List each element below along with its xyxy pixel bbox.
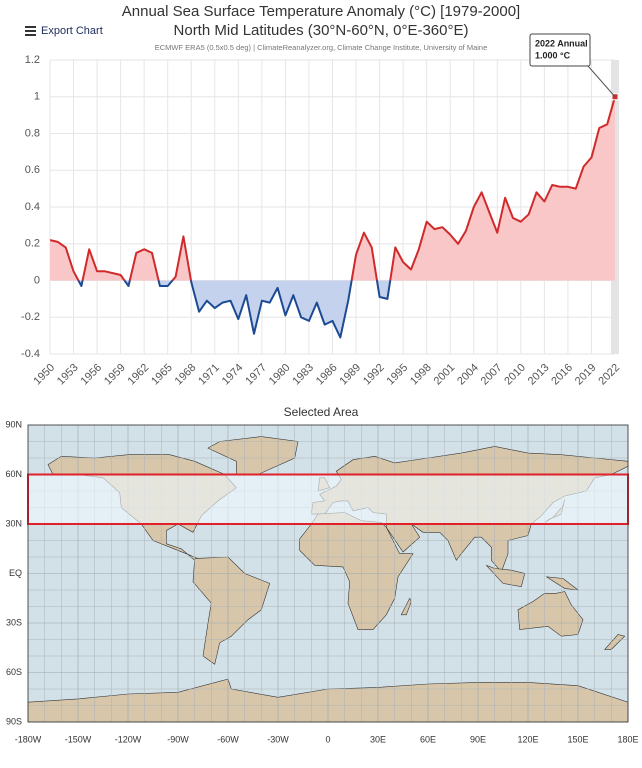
x-tick-label: 1950 (31, 362, 57, 388)
map-x-tick-label: -120W (115, 734, 142, 744)
area-negative (50, 280, 615, 338)
line-positive (50, 96, 616, 281)
y-tick-label: -0.4 (21, 348, 40, 360)
map-frame (27, 424, 629, 723)
x-tick-label: 1956 (78, 362, 104, 388)
y-tick-label: 0 (34, 274, 40, 286)
chart-source: ECMWF ERA5 (0.5x0.5 deg) | ClimateReanal… (155, 43, 488, 52)
y-tick-label: 0.8 (25, 127, 40, 139)
export-button[interactable]: Export Chart (25, 25, 103, 37)
x-tick-label: 1977 (243, 362, 269, 388)
y-tick-label: 0.2 (25, 238, 40, 250)
x-tick-label: 2022 (596, 362, 622, 388)
map-x-tick-label: 180E (617, 734, 638, 744)
x-tick-label: 1965 (149, 362, 175, 388)
y-tick-label: 1.2 (25, 54, 40, 66)
x-tick-label: 1959 (102, 362, 128, 388)
map-x-tick-label: 30E (370, 734, 386, 744)
map-y-tick-label: 90N (5, 419, 22, 429)
x-tick-label: 2019 (573, 362, 599, 388)
map-x-tick-label: 150E (567, 734, 588, 744)
tooltip-title: 2022 Annual (535, 38, 588, 48)
x-tick-label: 1974 (220, 362, 246, 388)
x-tick-label: 2004 (455, 362, 481, 388)
x-tick-label: 1986 (314, 362, 340, 388)
area-positive (50, 96, 615, 281)
x-tick-label: 1992 (361, 362, 387, 388)
x-tick-label: 2016 (549, 362, 575, 388)
map-x-tick-label: 120E (517, 734, 538, 744)
tooltip-pointer (587, 65, 616, 98)
x-tick-label: 2013 (526, 362, 552, 388)
map-y-tick-label: 60S (6, 667, 22, 677)
map-x-tick-label: 0 (325, 734, 330, 744)
x-tick-label: 1953 (55, 362, 81, 388)
menu-icon (25, 34, 36, 36)
x-tick-label: 1962 (126, 362, 152, 388)
x-tick-label: 2010 (502, 362, 528, 388)
x-tick-label: 1971 (196, 362, 222, 388)
y-tick-label: 0.6 (25, 164, 40, 176)
tooltip-box (529, 33, 591, 67)
land (517, 591, 584, 637)
map-title: Selected Area (284, 405, 359, 419)
map-y-tick-label: 60N (5, 469, 22, 479)
x-tick-label: 2007 (479, 362, 505, 388)
x-tick-label: 1983 (290, 362, 316, 388)
menu-icon (25, 26, 36, 28)
map-x-tick-label: -90W (167, 734, 189, 744)
map-y-tick-label: 30N (5, 518, 22, 528)
export-label[interactable]: Export Chart (41, 25, 103, 37)
chart-title: Annual Sea Surface Temperature Anomaly (… (122, 3, 520, 20)
map-x-tick-label: -30W (267, 734, 289, 744)
x-tick-label: 1989 (337, 362, 363, 388)
line-negative (77, 280, 392, 339)
x-tick-label: 2001 (432, 362, 458, 388)
tooltip-value: 1.000 °C (535, 50, 571, 60)
chart-subtitle: North Mid Latitudes (30°N-60°N, 0°E-360°… (174, 22, 469, 39)
map-x-tick-label: 90E (470, 734, 486, 744)
map-y-tick-label: 30S (6, 617, 22, 627)
x-tick-label: 1998 (408, 362, 434, 388)
menu-icon (25, 30, 36, 32)
selected-area (27, 473, 629, 525)
y-tick-label: 1 (34, 91, 40, 103)
y-tick-label: 0.4 (25, 201, 40, 213)
x-tick-label: 1968 (173, 362, 199, 388)
map-x-tick-label: -150W (65, 734, 92, 744)
map-x-tick-label: 60E (420, 734, 436, 744)
x-tick-label: 1980 (267, 362, 293, 388)
map-y-tick-label: EQ (9, 568, 22, 578)
x-tick-label: 1995 (385, 362, 411, 388)
y-tick-label: -0.2 (21, 311, 40, 323)
map-x-tick-label: -180W (15, 734, 42, 744)
map-x-tick-label: -60W (217, 734, 239, 744)
map-y-tick-label: 90S (6, 716, 22, 726)
